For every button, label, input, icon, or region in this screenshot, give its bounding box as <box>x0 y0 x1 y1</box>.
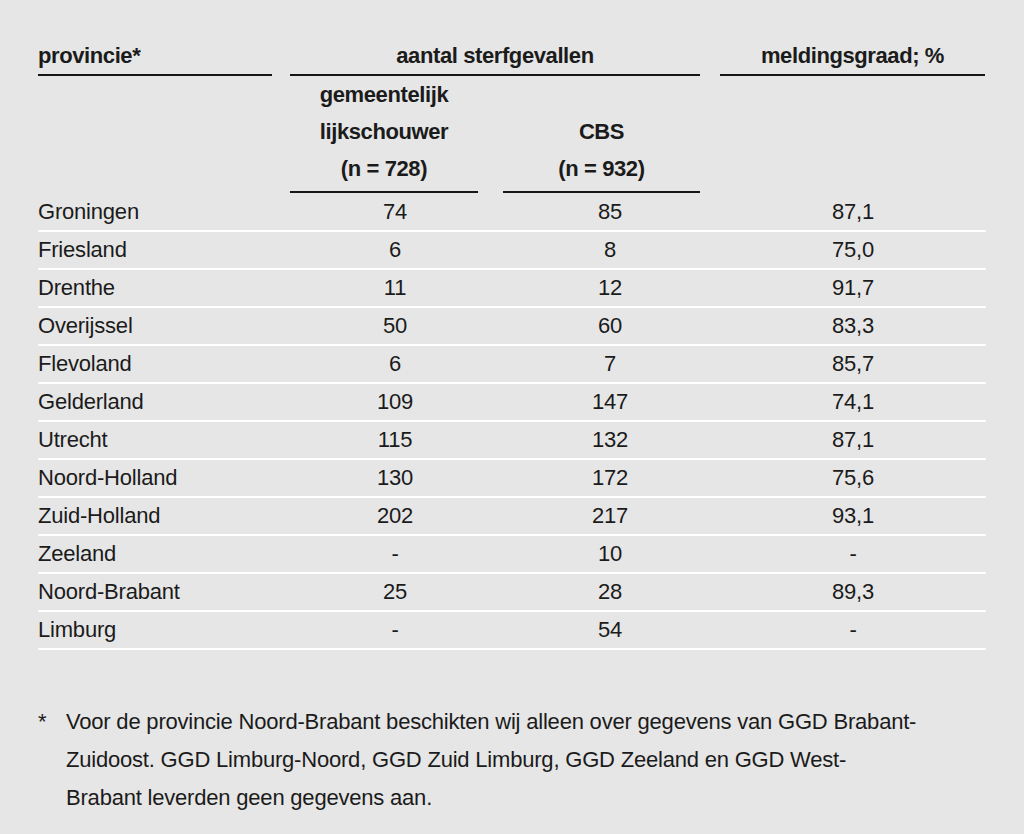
cell-gemeentelijk: 130 <box>290 459 500 497</box>
subheader-municipal-examiner-label: gemeentelijk lijkschouwer (n = 728) <box>290 76 478 193</box>
column-header-province-label: provincie* <box>38 43 272 76</box>
cell-meldingsgraad: 91,7 <box>720 269 986 307</box>
cell-gemeentelijk: 202 <box>290 497 500 535</box>
table-row: Friesland 6 8 75,0 <box>38 231 986 269</box>
cell-province: Drenthe <box>38 269 290 307</box>
cell-cbs: 85 <box>500 193 720 231</box>
cell-province: Friesland <box>38 231 290 269</box>
header-row-subcolumns: gemeentelijk lijkschouwer (n = 728) CBS … <box>38 76 986 193</box>
cell-cbs: 132 <box>500 421 720 459</box>
cell-province: Groningen <box>38 193 290 231</box>
cell-gemeentelijk: 25 <box>290 573 500 611</box>
table-row: Drenthe 11 12 91,7 <box>38 269 986 307</box>
table-row: Gelderland 109 147 74,1 <box>38 383 986 421</box>
cell-meldingsgraad: 87,1 <box>720 421 986 459</box>
cell-province: Zuid-Holland <box>38 497 290 535</box>
subheader-cbs-label: CBS (n = 932) <box>503 113 700 193</box>
cell-meldingsgraad: 83,3 <box>720 307 986 345</box>
footnote-asterisk: * <box>38 703 66 817</box>
column-header-reporting-rate: meldingsgraad; % <box>720 38 986 76</box>
cell-province: Utrecht <box>38 421 290 459</box>
subheader-line: gemeentelijk <box>320 82 448 107</box>
cell-meldingsgraad: 93,1 <box>720 497 986 535</box>
table-row: Noord-Brabant 25 28 89,3 <box>38 573 986 611</box>
subheader-line: lijkschouwer <box>320 119 448 144</box>
table-row: Utrecht 115 132 87,1 <box>38 421 986 459</box>
subheader-cbs: CBS (n = 932) <box>500 76 720 193</box>
cell-cbs: 172 <box>500 459 720 497</box>
footnote-text: Voor de provincie Noord-Brabant beschikt… <box>66 703 918 817</box>
cell-gemeentelijk: 109 <box>290 383 500 421</box>
table-row: Limburg - 54 - <box>38 611 986 649</box>
cell-gemeentelijk: 74 <box>290 193 500 231</box>
subheader-line: (n = 728) <box>341 156 427 181</box>
cell-province: Limburg <box>38 611 290 649</box>
table-row: Noord-Holland 130 172 75,6 <box>38 459 986 497</box>
cell-meldingsgraad: 75,6 <box>720 459 986 497</box>
cell-meldingsgraad: 74,1 <box>720 383 986 421</box>
table-row: Groningen 74 85 87,1 <box>38 193 986 231</box>
column-header-province: provincie* <box>38 38 290 76</box>
subheader-municipal-examiner: gemeentelijk lijkschouwer (n = 728) <box>290 76 500 193</box>
table-row: Flevoland 6 7 85,7 <box>38 345 986 383</box>
table-row: Overijssel 50 60 83,3 <box>38 307 986 345</box>
cell-meldingsgraad: - <box>720 535 986 573</box>
cell-gemeentelijk: 6 <box>290 345 500 383</box>
subheader-line: (n = 932) <box>558 156 644 181</box>
cell-province: Zeeland <box>38 535 290 573</box>
subheader-empty-reporting-rate <box>720 76 986 193</box>
column-header-reporting-rate-label: meldingsgraad; % <box>720 43 985 76</box>
table-footnote: * Voor de provincie Noord-Brabant beschi… <box>38 703 986 817</box>
cell-meldingsgraad: 75,0 <box>720 231 986 269</box>
cell-meldingsgraad: 85,7 <box>720 345 986 383</box>
cell-gemeentelijk: 115 <box>290 421 500 459</box>
subheader-line: CBS <box>579 119 624 144</box>
cell-cbs: 12 <box>500 269 720 307</box>
cell-meldingsgraad: 89,3 <box>720 573 986 611</box>
cell-province: Overijssel <box>38 307 290 345</box>
cell-gemeentelijk: - <box>290 611 500 649</box>
cell-meldingsgraad: - <box>720 611 986 649</box>
subheader-empty-province <box>38 76 290 193</box>
cell-cbs: 147 <box>500 383 720 421</box>
mortality-table: provincie* aantal sterfgevallen meldings… <box>38 38 986 650</box>
cell-cbs: 28 <box>500 573 720 611</box>
cell-cbs: 7 <box>500 345 720 383</box>
cell-cbs: 10 <box>500 535 720 573</box>
cell-province: Noord-Brabant <box>38 573 290 611</box>
cell-cbs: 8 <box>500 231 720 269</box>
mortality-table-figure: provincie* aantal sterfgevallen meldings… <box>38 38 986 650</box>
cell-cbs: 60 <box>500 307 720 345</box>
column-group-header-deaths: aantal sterfgevallen <box>290 38 720 76</box>
cell-meldingsgraad: 87,1 <box>720 193 986 231</box>
cell-gemeentelijk: 50 <box>290 307 500 345</box>
cell-gemeentelijk: 6 <box>290 231 500 269</box>
table-header: provincie* aantal sterfgevallen meldings… <box>38 38 986 193</box>
cell-gemeentelijk: 11 <box>290 269 500 307</box>
table-row: Zeeland - 10 - <box>38 535 986 573</box>
cell-gemeentelijk: - <box>290 535 500 573</box>
cell-province: Gelderland <box>38 383 290 421</box>
table-body: Groningen 74 85 87,1 Friesland 6 8 75,0 … <box>38 193 986 649</box>
cell-province: Noord-Holland <box>38 459 290 497</box>
column-group-header-deaths-label: aantal sterfgevallen <box>290 43 700 76</box>
cell-cbs: 54 <box>500 611 720 649</box>
header-row-groups: provincie* aantal sterfgevallen meldings… <box>38 38 986 76</box>
cell-province: Flevoland <box>38 345 290 383</box>
table-row: Zuid-Holland 202 217 93,1 <box>38 497 986 535</box>
cell-cbs: 217 <box>500 497 720 535</box>
